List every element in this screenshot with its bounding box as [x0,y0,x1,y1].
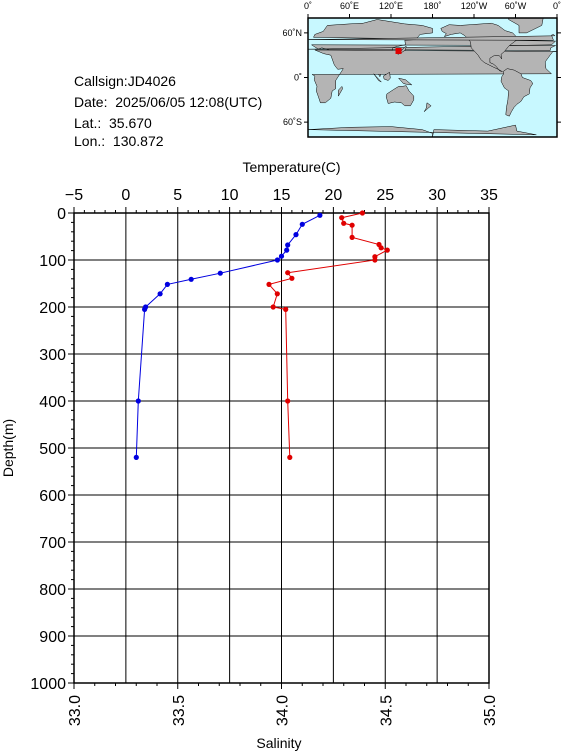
depth-tick-label: 900 [39,629,66,646]
series-point-1 [285,270,291,276]
series-point-0 [217,270,223,276]
series-point-0 [284,247,290,253]
map-landmass-12 [338,85,343,98]
callsign-text: Callsign:JD4026 [74,73,176,89]
temperature-tick-label: 35 [480,187,498,204]
series-point-1 [378,245,384,251]
series-point-1 [372,257,378,263]
depth-tick-label: 200 [39,300,66,317]
series-point-0 [274,257,280,263]
depth-tick-label: 400 [39,394,66,411]
map-lon-label: 60˚W [505,1,527,11]
latitude-text: Lat.: 35.670 [74,115,152,131]
series-point-1 [270,304,276,310]
map-lat-label: 60˚N [282,28,302,38]
map-lon-label: 180˚ [423,1,441,11]
temperature-tick-label: 0 [121,187,130,204]
map-landmass-8 [383,71,391,81]
series-line-0 [135,214,321,458]
series-point-0 [317,212,323,218]
salinity-tick-label: 34.5 [378,695,395,726]
temperature-tick-label: 30 [428,187,446,204]
map-lon-label: 120˚W [461,1,488,11]
station-marker [395,47,402,54]
series-point-0 [133,454,139,460]
profile-plot: −5 0 5 10 15 20 25 30 35 Temperature(C) 33.0 33.5 34… [0,159,499,751]
temperature-tick-label: 20 [324,187,342,204]
map-landmass-11 [423,102,432,112]
depth-tick-label: 800 [39,582,66,599]
salinity-axis-title: Salinity [256,735,301,751]
series-point-1 [341,220,347,226]
temperature-tick-label: 5 [173,187,182,204]
series-point-0 [157,291,163,297]
map-lon-label: 60˚E [340,1,359,11]
map-landmass-2 [385,85,415,107]
series-point-0 [164,281,170,287]
temperature-tick-label: −5 [65,187,83,204]
salinity-tick-label: 33.0 [67,695,84,726]
series-point-0 [278,253,285,259]
series-point-1 [285,398,291,404]
map-landmass-7 [373,73,382,83]
depth-tick-label: 100 [39,253,66,270]
map-lat-label: 0˚ [294,73,302,83]
series-point-1 [283,306,289,312]
temperature-axis-title: Temperature(C) [242,159,340,175]
location-map: 0˚ 60˚E 120˚E 180˚ 120˚W 60˚W 0˚ 60˚N 0˚ 60˚S [282,1,561,138]
series-point-0 [188,276,194,282]
map-lon-label: 0˚ [304,1,312,11]
series-point-1 [359,210,365,216]
temperature-tick-label: 25 [376,187,394,204]
series-point-0 [293,232,299,238]
series-point-1 [289,275,295,281]
map-landmass-1 [311,49,557,104]
depth-tick-label: 0 [57,206,66,223]
longitude-text: Lon.: 130.872 [74,133,164,149]
depth-tick-label: 500 [39,441,66,458]
depth-tick-label: 1000 [30,676,66,693]
series-point-1 [287,454,293,460]
depth-axis-title: Depth(m) [0,419,16,477]
temperature-tick-label: 15 [273,187,291,204]
series-point-1 [349,222,355,228]
series-point-0 [135,398,141,404]
salinity-tick-label: 33.5 [171,695,188,726]
depth-tick-label: 700 [39,535,66,552]
map-landmass-4 [500,68,534,117]
series-point-1 [384,247,390,253]
map-landmass-6 [307,124,537,138]
series-point-0 [299,221,305,227]
series-point-1 [274,291,280,297]
map-lat-label: 60˚S [283,117,302,127]
series-point-0 [142,306,148,312]
series-point-1 [339,215,345,221]
salinity-tick-label: 35.0 [482,695,499,726]
salinity-tick-label: 34.0 [275,695,292,726]
depth-tick-label: 300 [39,347,66,364]
series-point-1 [349,234,355,240]
map-landmass-3 [440,22,519,72]
map-landmass-9 [397,77,413,86]
series-point-1 [266,281,272,287]
temperature-tick-label: 10 [221,187,239,204]
map-lon-label: 0˚ [553,1,561,11]
series-point-0 [285,242,291,248]
map-lon-label: 120˚E [379,1,403,11]
depth-tick-label: 600 [39,488,66,505]
map-landmass-13 [308,34,556,41]
date-text: Date: 2025/06/05 12:08(UTC) [74,94,263,110]
